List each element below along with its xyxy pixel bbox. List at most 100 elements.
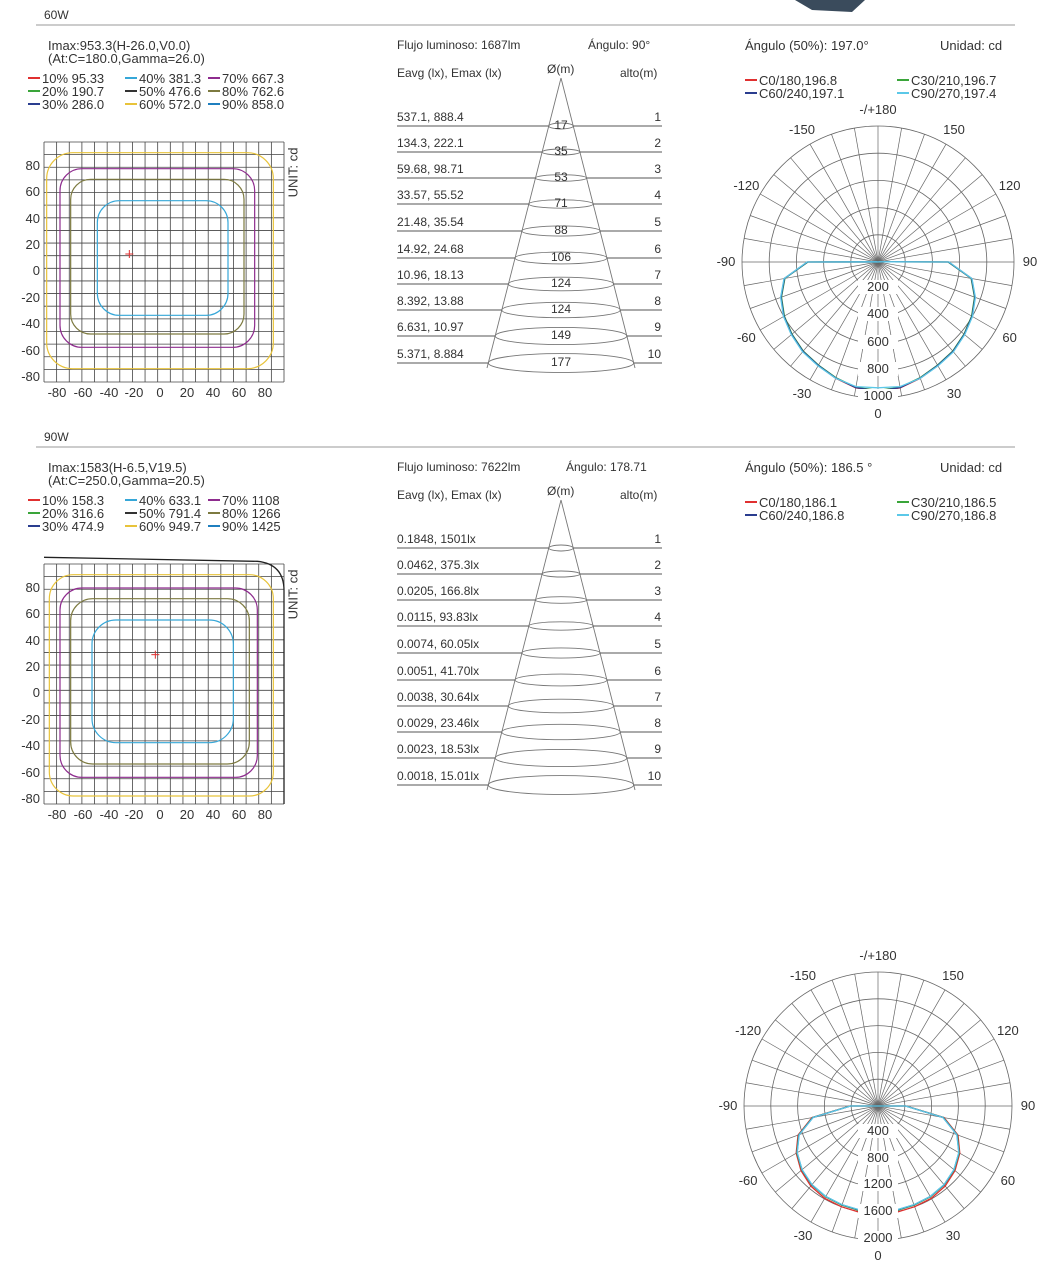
iso-y-tick: 40 bbox=[25, 211, 40, 226]
iso-grid bbox=[43, 141, 285, 383]
polar-legend-swatch bbox=[745, 92, 757, 94]
cone-row-illuminance: 0.0115, 93.83lx bbox=[397, 610, 479, 624]
cone-row-height: 8 bbox=[654, 716, 661, 730]
iso-legend-swatch bbox=[208, 103, 220, 105]
iso-y-tick: 20 bbox=[25, 237, 40, 252]
polar-angle-label: -60 bbox=[736, 330, 756, 345]
cone-row-height: 2 bbox=[654, 558, 661, 572]
polar-spoke bbox=[831, 134, 879, 263]
cone-ellipse bbox=[535, 174, 587, 182]
imax-position: (At:C=250.0,Gamma=20.5) bbox=[48, 473, 205, 488]
iso-legend-swatch bbox=[125, 512, 137, 514]
cone-ellipse bbox=[494, 326, 628, 346]
iso-x-tick: 0 bbox=[156, 385, 164, 400]
cone-ellipse bbox=[487, 353, 635, 373]
beam-angle: Ángulo: 178.71 bbox=[566, 460, 647, 474]
cone-row-illuminance: 0.0018, 15.01lx bbox=[397, 769, 480, 783]
iso-y-tick: 80 bbox=[25, 158, 40, 173]
cone-ellipse bbox=[548, 544, 574, 552]
cone-row-illuminance: 134.3, 222.1 bbox=[397, 136, 464, 150]
section-rule bbox=[36, 24, 1015, 26]
iso-contour-80 bbox=[70, 598, 250, 765]
iso-legend-swatch bbox=[125, 103, 137, 105]
iso-legend-label: 70% 667.3 bbox=[222, 71, 285, 86]
cone-row-height: 9 bbox=[654, 742, 661, 756]
iso-legend-swatch bbox=[28, 525, 40, 527]
polar-spoke bbox=[854, 128, 879, 263]
iso-legend-label: 20% 316.6 bbox=[42, 506, 105, 521]
cone-row-diameter: 124 bbox=[550, 276, 572, 290]
cone-row-diameter: 177 bbox=[550, 355, 572, 369]
iso-x-tick: -20 bbox=[124, 385, 144, 400]
iso-y-tick: 0 bbox=[32, 263, 40, 278]
cone-ellipse bbox=[535, 596, 587, 604]
iso-contour-70 bbox=[59, 587, 258, 778]
polar-legend-label: C0/180,196.8 bbox=[759, 73, 838, 88]
section-title: 90W bbox=[44, 430, 69, 444]
polar-legend-label: C90/270,186.8 bbox=[911, 508, 997, 523]
polar-legend-label: C60/240,186.8 bbox=[759, 508, 845, 523]
cone-ellipse bbox=[494, 748, 628, 768]
iso-legend-label: 20% 190.7 bbox=[42, 84, 105, 99]
luminous-flux: Flujo luminoso: 7622lm bbox=[397, 460, 521, 474]
polar-spoke bbox=[877, 193, 996, 263]
iso-contour-90 bbox=[91, 619, 234, 744]
iso-unit-label: UNIT: cd bbox=[285, 569, 301, 620]
polar-legend-label: C0/180,186.1 bbox=[759, 495, 838, 510]
iso-legend-label: 80% 762.6 bbox=[222, 84, 285, 99]
polar-radial-label: 1600 bbox=[858, 1204, 898, 1219]
polar-radial-label: 800 bbox=[858, 361, 898, 376]
polar-legend-label: C30/210,186.5 bbox=[911, 495, 997, 510]
iso-y-tick: 60 bbox=[25, 606, 40, 621]
cone-row-height: 1 bbox=[654, 532, 661, 546]
col-height: alto(m) bbox=[620, 488, 658, 502]
polar-spoke bbox=[877, 261, 996, 331]
polar-series-curve bbox=[779, 261, 977, 389]
iso-legend-label: 30% 286.0 bbox=[42, 97, 105, 112]
iso-legend-swatch bbox=[208, 525, 220, 527]
polar-angle-label: -120 bbox=[733, 178, 760, 193]
imax-label: Imax:953.3(H-26.0,V0.0) bbox=[48, 38, 191, 53]
polar-spoke bbox=[760, 261, 879, 331]
polar-angle-label: 30 bbox=[945, 1227, 961, 1243]
iso-x-tick: -80 bbox=[47, 807, 67, 822]
cone-row-diameter: 88 bbox=[554, 223, 568, 237]
polar-spoke bbox=[773, 174, 879, 263]
polar-spoke bbox=[877, 261, 966, 367]
cone-row-illuminance: 537.1, 888.4 bbox=[397, 110, 464, 124]
polar-radial-label: 1200 bbox=[858, 1177, 898, 1192]
polar-legend-swatch bbox=[745, 501, 757, 503]
polar-angle-label: 90 bbox=[1020, 1098, 1036, 1113]
cone-drawing bbox=[397, 77, 662, 373]
cone-row-height: 5 bbox=[654, 215, 661, 229]
iso-legend-swatch bbox=[125, 525, 137, 527]
polar-spoke bbox=[877, 144, 947, 263]
imax-position: (At:C=180.0,Gamma=26.0) bbox=[48, 51, 205, 66]
polar-legend-swatch bbox=[745, 514, 757, 516]
iso-y-tick: -80 bbox=[21, 369, 40, 384]
cone-row-illuminance: 0.0051, 41.70lx bbox=[397, 664, 480, 678]
cone-row-diameter: 53 bbox=[554, 170, 568, 184]
polar-angle-label: 150 bbox=[942, 968, 964, 984]
cone-row-diameter: 35 bbox=[554, 144, 568, 158]
iso-legend-swatch bbox=[125, 77, 137, 79]
cone-row-height: 4 bbox=[654, 610, 661, 624]
iso-legend-swatch bbox=[28, 90, 40, 92]
iso-y-tick: 40 bbox=[25, 633, 40, 648]
polar-spoke bbox=[809, 144, 879, 263]
polar-spoke bbox=[877, 238, 1012, 263]
iso-y-tick: -40 bbox=[21, 738, 40, 753]
cone-drawing bbox=[397, 499, 662, 795]
cone-row-illuminance: 6.631, 10.97 bbox=[397, 320, 464, 334]
polar-spoke bbox=[877, 134, 925, 263]
polar-angle-label: 60 bbox=[1002, 330, 1017, 345]
polar-legend-label: C60/240,197.1 bbox=[759, 86, 845, 101]
polar-angle-label: -90 bbox=[718, 1098, 738, 1113]
iso-legend-label: 10% 95.33 bbox=[42, 71, 105, 86]
iso-legend-label: 90% 858.0 bbox=[222, 97, 285, 112]
polar-spoke bbox=[744, 261, 879, 286]
beam-angle: Ángulo: 90° bbox=[588, 38, 651, 52]
polar-angle-label: -150 bbox=[789, 968, 817, 984]
cone-row-height: 5 bbox=[654, 637, 661, 651]
iso-y-tick: -60 bbox=[21, 343, 40, 358]
